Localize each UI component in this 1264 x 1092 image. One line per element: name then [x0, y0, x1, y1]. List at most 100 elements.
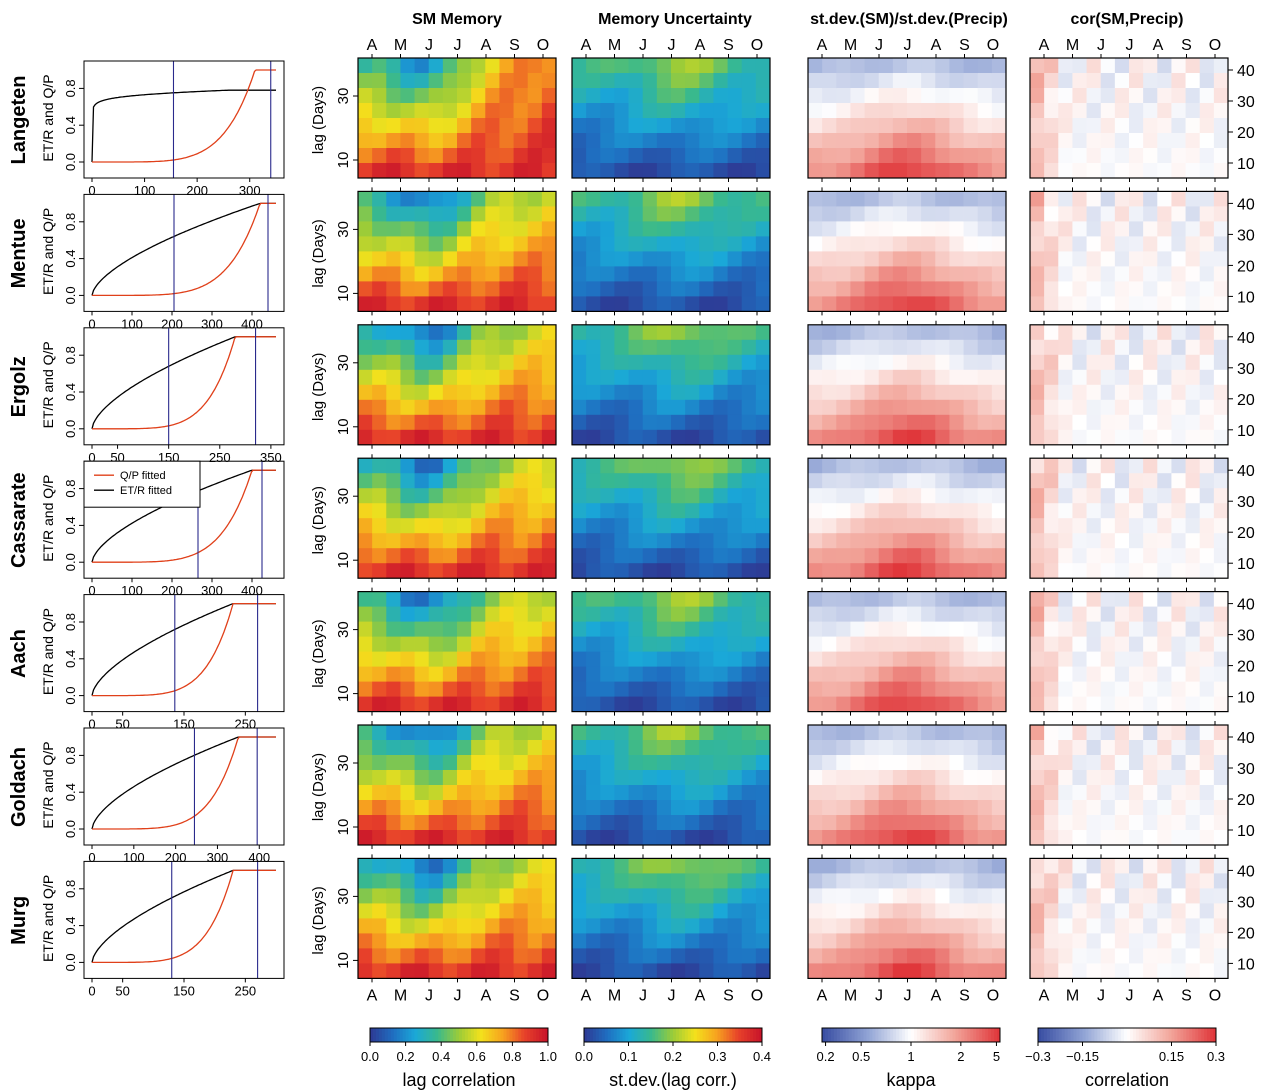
heatmap-cell [808, 666, 823, 682]
heatmap-cell [1129, 785, 1144, 801]
heatmap-cell [471, 399, 486, 416]
heatmap-cell [1058, 399, 1073, 416]
heatmap-cell [991, 458, 1007, 474]
heatmap-cell [1058, 503, 1073, 519]
heatmap-cell [414, 399, 430, 416]
heatmap-cell [1086, 933, 1102, 949]
heatmap-cell [358, 369, 373, 386]
heatmap-cell [1100, 384, 1116, 401]
heatmap-cell [1072, 725, 1087, 741]
heatmap-cell [541, 651, 557, 667]
heatmap-cell [1157, 73, 1172, 89]
heatmap-cell [1100, 696, 1116, 712]
heatmap-cell [513, 873, 529, 889]
y-axis-label: ET/R and Q/P [40, 608, 56, 695]
heatmap-cell [1199, 414, 1215, 431]
heatmap-cell [991, 133, 1007, 149]
heatmap-cell [428, 933, 444, 949]
heatmap-cell [572, 281, 587, 297]
heatmap-cell [963, 591, 979, 607]
heatmap-cell [600, 651, 615, 667]
heatmap-cell [656, 118, 672, 134]
heatmap-cell [671, 606, 686, 622]
heatmap-cell [1114, 903, 1130, 919]
heatmap-cell [935, 548, 950, 564]
heatmap-cell [808, 266, 823, 282]
heatmap-cell [442, 339, 458, 356]
heatmap-cell [628, 369, 644, 386]
colorbar-segment [702, 1028, 707, 1042]
heatmap-cell [755, 58, 771, 74]
colorbar-segment [607, 1028, 612, 1042]
heatmap-cell [372, 621, 387, 637]
heatmap-cell [727, 888, 743, 904]
month-label: S [509, 37, 520, 54]
colorbar-segment [958, 1028, 962, 1042]
heatmap-cell [1129, 636, 1144, 652]
heatmap-cell [642, 118, 658, 134]
colorbar-segment [390, 1028, 395, 1042]
heatmap-cell [414, 414, 430, 431]
heatmap-cell [513, 770, 529, 786]
heatmap-cell [414, 636, 430, 652]
heatmap-cell [1100, 591, 1116, 607]
heatmap-cell [442, 266, 458, 282]
heatmap-cell [921, 621, 936, 637]
heatmap-cell [499, 281, 514, 297]
colorbar: 0.0 0.1 0.2 0.3 0.4st.dev.(lag corr.) [575, 1027, 771, 1090]
heatmap-cell [1157, 354, 1172, 371]
heatmap-cell [1086, 73, 1102, 89]
heatmap-cell [1072, 873, 1087, 889]
heatmap-cell [513, 503, 529, 519]
heatmap-cell [1086, 606, 1102, 622]
heatmap-cell [808, 296, 823, 312]
heatmap-cell [442, 503, 458, 519]
heatmap-cell [485, 963, 500, 979]
heatmap-cell [1157, 206, 1172, 222]
heatmap-cell [977, 918, 993, 934]
heatmap-cell [755, 873, 771, 889]
heatmap-cell [1030, 339, 1045, 356]
heatmap-cell [699, 384, 714, 401]
heatmap-cell [400, 266, 415, 282]
colorbar-segment [863, 1028, 867, 1042]
heatmap-cell [1213, 591, 1229, 607]
heatmap-cell [1143, 933, 1158, 949]
heatmap-cell [741, 488, 757, 504]
heatmap-cell [358, 163, 373, 179]
heatmap-cell [836, 651, 851, 667]
heatmap-cell [1058, 963, 1073, 979]
heatmap-cell [755, 163, 771, 179]
heatmap-cell [400, 636, 415, 652]
heatmap-cell [372, 725, 387, 741]
heatmap-cell [656, 933, 672, 949]
colorbar-segment [494, 1028, 498, 1042]
heatmap-cell [850, 518, 865, 534]
heatmap-cell [642, 591, 658, 607]
heatmap-cell [614, 903, 629, 919]
heatmap-cell [614, 281, 629, 297]
heatmap-cell [586, 503, 601, 519]
heatmap-cell [1044, 296, 1059, 312]
colorbar-segment [759, 1028, 763, 1042]
colorbar-segment [503, 1028, 507, 1042]
heatmap-cell [755, 384, 771, 401]
heatmap-cell [614, 324, 629, 341]
colorbar-segment [619, 1028, 623, 1042]
heatmap-cell [864, 206, 880, 222]
heatmap-cell [1143, 815, 1158, 831]
heatmap-cell [1171, 591, 1186, 607]
colorbar-segment [518, 1028, 522, 1042]
heatmap-cell [699, 725, 714, 741]
heatmap-cell [586, 755, 601, 771]
month-label: A [931, 37, 942, 54]
heatmap-cell [822, 339, 837, 356]
heatmap-cell [1030, 369, 1045, 386]
heatmap-cell [628, 591, 644, 607]
heatmap-cell [656, 429, 672, 446]
heatmap-cell [428, 503, 444, 519]
heatmap-cell [935, 414, 950, 431]
heatmap-cell [755, 651, 771, 667]
heatmap-cell [457, 414, 472, 431]
heatmap-cell [513, 591, 529, 607]
